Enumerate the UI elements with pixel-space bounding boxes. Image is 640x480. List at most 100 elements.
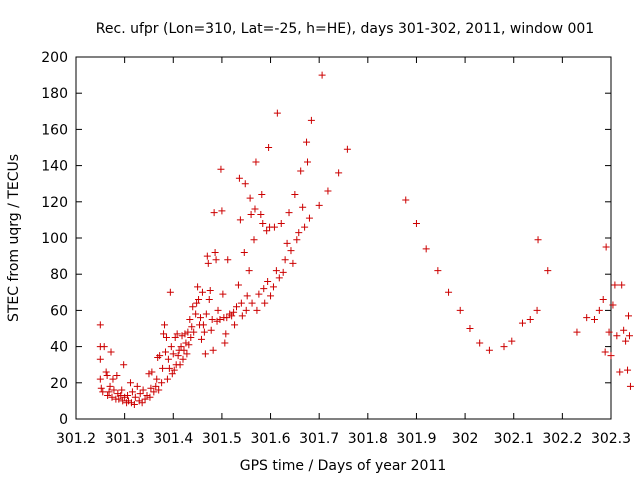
data-point (145, 370, 153, 378)
data-point (599, 296, 607, 304)
x-tick-label: 301.7 (299, 431, 339, 447)
data-point (133, 382, 141, 390)
data-point (544, 267, 552, 275)
data-point (115, 395, 123, 403)
data-point (166, 288, 174, 296)
data-point (241, 180, 249, 188)
data-point (485, 346, 493, 354)
data-point (221, 339, 229, 347)
data-point (152, 382, 160, 390)
data-point (304, 158, 312, 166)
data-point (104, 391, 112, 399)
data-point (273, 109, 281, 117)
data-point (117, 391, 125, 399)
data-point (96, 375, 104, 383)
data-point (199, 321, 207, 329)
data-point (534, 236, 542, 244)
data-point (178, 332, 186, 340)
data-point (141, 395, 149, 403)
data-point (194, 283, 202, 291)
data-point (205, 296, 213, 304)
data-point (188, 323, 196, 331)
data-point (155, 386, 163, 394)
data-point (180, 346, 188, 354)
x-tick-label: 301.3 (105, 431, 145, 447)
data-point (165, 364, 173, 372)
data-point (315, 201, 323, 209)
data-point (138, 399, 146, 407)
data-point (224, 256, 232, 264)
data-point (102, 368, 110, 376)
data-point (135, 397, 143, 405)
data-point (285, 209, 293, 217)
data-point (238, 312, 246, 320)
data-point (108, 393, 116, 401)
data-point (168, 370, 176, 378)
data-point (261, 299, 269, 307)
data-point (99, 388, 107, 396)
data-point (130, 401, 138, 409)
x-tick-label: 301.6 (250, 431, 290, 447)
data-point (616, 368, 624, 376)
data-point (283, 239, 291, 247)
data-point (216, 315, 224, 323)
data-point (182, 339, 190, 347)
data-point (259, 220, 267, 228)
data-point (105, 388, 113, 396)
data-point (622, 337, 630, 345)
data-point (195, 296, 203, 304)
data-point (257, 210, 265, 218)
data-point (190, 328, 198, 336)
data-point (125, 397, 133, 405)
data-point (171, 334, 179, 342)
data-point (281, 256, 289, 264)
data-point (183, 350, 191, 358)
y-axis-label: STEC from uqrg / TECUs (6, 154, 22, 322)
data-point (118, 386, 126, 394)
data-point (164, 355, 172, 363)
y-tick-label: 60 (50, 303, 68, 319)
data-point (247, 210, 255, 218)
data-point (301, 223, 309, 231)
x-tick-label: 301.4 (153, 431, 193, 447)
data-point (605, 328, 613, 336)
data-point (242, 306, 250, 314)
data-point (106, 382, 114, 390)
data-point (176, 361, 184, 369)
data-point (139, 386, 147, 394)
data-point (211, 248, 219, 256)
data-point (201, 350, 209, 358)
y-tick-label: 40 (50, 340, 68, 356)
data-point (121, 393, 129, 401)
y-tick-label: 80 (50, 267, 68, 283)
y-tick-labels: 0 20 40 60 80 100 120 140 160 180 200 (41, 50, 68, 428)
data-point (177, 343, 185, 351)
data-point (620, 326, 628, 334)
data-point (200, 328, 208, 336)
data-point (181, 330, 189, 338)
x-tick-label: 301.9 (396, 431, 436, 447)
data-point (500, 343, 508, 351)
data-point (601, 348, 609, 356)
data-point (154, 353, 162, 361)
y-tick-label: 140 (41, 159, 68, 175)
data-point (217, 165, 225, 173)
data-point (625, 312, 633, 320)
data-point (260, 285, 268, 293)
data-point (136, 390, 144, 398)
chart-title: Rec. ufpr (Lon=310, Lat=-25, h=HE), days… (96, 21, 594, 37)
data-point (161, 348, 169, 356)
data-point (228, 312, 236, 320)
data-point (272, 267, 280, 275)
data-point (297, 167, 305, 175)
data-point (169, 350, 177, 358)
data-point (126, 379, 134, 387)
data-point (237, 299, 245, 307)
y-tick-label: 120 (41, 195, 68, 211)
data-point (231, 321, 239, 329)
data-point (533, 306, 541, 314)
data-point (625, 332, 633, 340)
data-point (120, 361, 128, 369)
data-point (305, 214, 313, 222)
